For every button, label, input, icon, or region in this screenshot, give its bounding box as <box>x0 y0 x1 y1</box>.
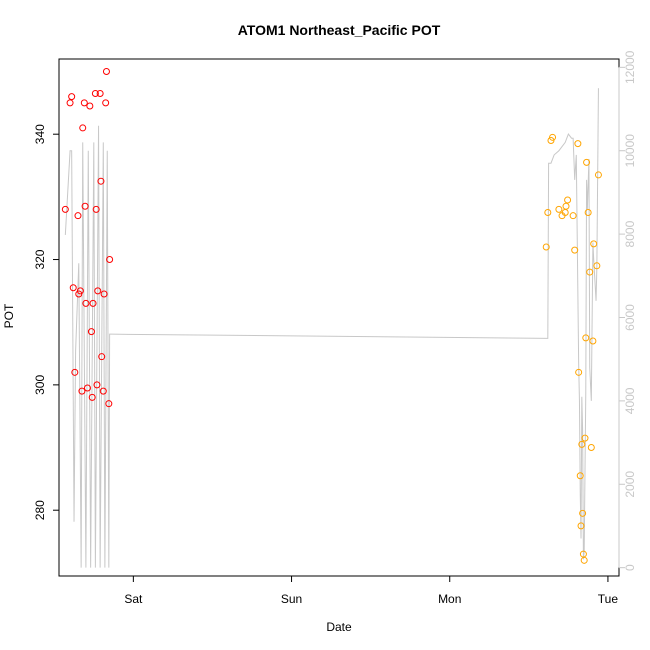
y-axis: 280 300 320 340 <box>33 124 60 520</box>
y2-tick-label: 10000 <box>623 134 637 168</box>
data-point <box>581 434 589 442</box>
y2-tick-label: 2000 <box>623 471 637 498</box>
data-point <box>91 89 99 97</box>
points-group <box>61 68 602 564</box>
data-point <box>575 368 583 376</box>
data-point <box>96 89 104 97</box>
data-point <box>80 99 88 107</box>
data-point <box>106 256 114 264</box>
data-point <box>78 387 86 395</box>
x-axis: Sat Sun Mon Tue <box>124 575 619 606</box>
data-point <box>94 287 102 295</box>
x-axis-label: Date <box>326 620 352 634</box>
data-point <box>98 353 106 361</box>
data-point <box>93 381 101 389</box>
data-point <box>586 268 594 276</box>
data-point <box>71 368 79 376</box>
data-point <box>549 133 557 141</box>
data-point <box>97 177 105 185</box>
data-point <box>579 509 587 517</box>
data-point <box>577 522 585 530</box>
y-tick-label: 340 <box>33 124 47 144</box>
data-point <box>562 202 570 210</box>
data-point <box>68 93 76 101</box>
data-point <box>542 243 550 251</box>
data-point <box>76 287 84 295</box>
data-point <box>89 299 97 307</box>
data-point <box>582 334 590 342</box>
data-point <box>555 205 563 213</box>
data-point <box>593 262 601 270</box>
data-point <box>99 387 107 395</box>
data-point <box>571 246 579 254</box>
data-point <box>584 209 592 217</box>
data-point <box>544 209 552 217</box>
data-point <box>69 284 77 292</box>
x-tick-label: Sun <box>281 592 302 606</box>
y2-axis: 0 2000 4000 6000 8000 10000 12000 <box>618 50 637 571</box>
y2-tick-label: 0 <box>623 564 637 571</box>
data-point <box>580 556 588 564</box>
y2-tick-label: 6000 <box>623 304 637 331</box>
data-point <box>82 299 90 307</box>
data-point <box>589 337 597 345</box>
data-point <box>100 290 108 298</box>
plot-frame <box>58 58 620 577</box>
data-point <box>587 444 595 452</box>
data-point <box>86 102 94 110</box>
data-point <box>66 99 74 107</box>
data-point <box>569 212 577 220</box>
y-tick-label: 300 <box>33 375 47 395</box>
data-point <box>590 240 598 248</box>
data-point <box>583 158 591 166</box>
data-point <box>576 472 584 480</box>
x-tick-label: Tue <box>598 592 619 606</box>
data-point <box>83 384 91 392</box>
x-tick-label: Mon <box>438 592 461 606</box>
y-tick-label: 320 <box>33 249 47 269</box>
y-axis-label: POT <box>2 303 16 328</box>
data-point <box>81 202 89 210</box>
data-point <box>564 196 572 204</box>
y2-tick-label: 4000 <box>623 387 637 414</box>
data-point <box>594 171 602 179</box>
data-point <box>102 68 110 76</box>
y2-tick-label: 8000 <box>623 220 637 247</box>
data-point <box>574 140 582 148</box>
y-tick-label: 280 <box>33 500 47 520</box>
chart-title: ATOM1 Northeast_Pacific POT <box>238 22 441 38</box>
data-point <box>105 400 113 408</box>
data-point <box>88 393 96 401</box>
right-axis-line-series <box>64 88 599 568</box>
line-series-group <box>64 88 599 568</box>
x-tick-label: Sat <box>124 592 143 606</box>
data-point <box>102 99 110 107</box>
data-point <box>578 440 586 448</box>
data-point <box>87 328 95 336</box>
data-point <box>74 212 82 220</box>
y2-tick-label: 12000 <box>623 50 637 84</box>
data-point <box>92 205 100 213</box>
data-point <box>79 124 87 132</box>
data-point <box>61 205 69 213</box>
